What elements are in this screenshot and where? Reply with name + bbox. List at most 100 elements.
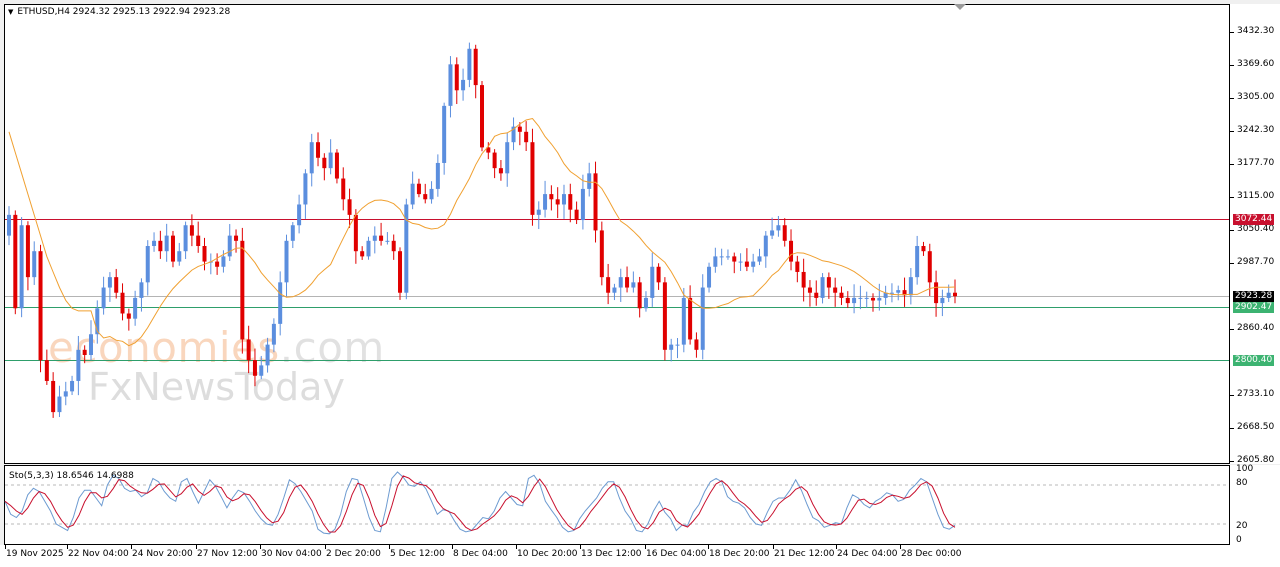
level-price-tag: 2902.47	[1233, 302, 1275, 313]
stochastic-axis-label: 0	[1236, 535, 1242, 545]
time-tick	[708, 545, 709, 549]
time-tick	[645, 545, 646, 549]
bull-candle	[227, 235, 232, 257]
price-label: 3242.30	[1237, 125, 1275, 135]
time-label: 21 Dec 12:00	[774, 549, 835, 559]
time-tick	[5, 545, 6, 549]
bear-candle	[416, 183, 421, 195]
bear-candle	[473, 48, 478, 86]
stochastic-d-line	[4, 475, 956, 533]
bull-candle	[57, 396, 62, 413]
time-label: 13 Dec 12:00	[581, 549, 642, 559]
bear-candle	[814, 292, 819, 298]
time-tick	[389, 545, 390, 549]
time-label: 24 Nov 20:00	[132, 549, 193, 559]
bear-candle	[637, 282, 642, 309]
bull-candle	[700, 287, 705, 350]
bull-candle	[631, 282, 636, 288]
bear-candle	[353, 214, 358, 252]
bull-candle	[366, 240, 371, 257]
time-tick	[452, 545, 453, 549]
bull-candle	[88, 334, 93, 356]
stochastic-axis-label: 100	[1236, 464, 1254, 474]
bear-candle	[114, 277, 119, 293]
bull-candle	[543, 194, 548, 210]
bull-candle	[328, 152, 333, 169]
bull-candle	[152, 240, 157, 247]
current-price-tag: 2923.28	[1233, 291, 1275, 302]
bull-candle	[19, 225, 24, 309]
time-tick	[900, 545, 901, 549]
bear-candle	[202, 246, 207, 262]
bear-candle	[574, 209, 579, 221]
bear-candle	[347, 199, 352, 215]
price-tick	[1230, 230, 1234, 231]
price-tick	[1230, 65, 1234, 66]
stochastic-k-line	[4, 471, 956, 535]
bear-candle	[240, 240, 245, 340]
bear-candle	[51, 380, 56, 413]
bear-candle	[252, 360, 257, 376]
bear-candle	[839, 292, 844, 298]
bull-candle	[751, 261, 756, 267]
price-tick	[1230, 395, 1234, 396]
bull-candle	[536, 209, 541, 215]
bear-candle	[170, 235, 175, 262]
price-label: 2860.40	[1237, 323, 1275, 333]
price-label: 3050.40	[1237, 224, 1275, 234]
bear-candle	[555, 199, 560, 205]
bear-candle	[454, 64, 459, 91]
bear-candle	[44, 360, 49, 381]
bull-candle	[265, 344, 270, 366]
bear-candle	[606, 277, 611, 293]
price-label: 2987.70	[1237, 257, 1275, 267]
bull-candle	[719, 256, 724, 258]
price-tick	[1230, 428, 1234, 429]
price-axis[interactable]	[1230, 4, 1280, 464]
bull-candle	[107, 277, 112, 288]
time-label: 5 Dec 12:00	[390, 549, 445, 559]
bear-candle	[807, 287, 812, 293]
bear-candle	[360, 251, 365, 257]
symbol-ohlc-text: ETHUSD,H4 2924.32 2925.13 2922.94 2923.2…	[17, 7, 231, 17]
time-tick	[67, 545, 68, 549]
bear-candle	[25, 225, 30, 278]
time-tick	[516, 545, 517, 549]
stochastic-axis-label: 20	[1236, 521, 1248, 531]
price-label: 2605.80	[1237, 455, 1275, 465]
bull-candle	[650, 266, 655, 298]
price-label: 3115.00	[1237, 191, 1275, 201]
bear-candle	[593, 173, 598, 231]
price-label: 2668.50	[1237, 422, 1275, 432]
bull-candle	[946, 292, 951, 298]
bull-candle	[76, 349, 81, 381]
price-chart-pane[interactable]	[4, 4, 1230, 464]
time-label: 30 Nov 04:00	[261, 549, 322, 559]
bear-candle	[13, 214, 18, 309]
bull-candle	[435, 162, 440, 189]
bear-candle	[789, 240, 794, 262]
bull-candle	[561, 194, 566, 205]
bear-candle	[379, 235, 384, 241]
price-tick	[1230, 461, 1234, 462]
bear-candle	[234, 235, 239, 241]
price-tick	[1230, 197, 1234, 198]
bear-candle	[498, 168, 503, 174]
level-price-tag: 3072.44	[1233, 214, 1275, 225]
chart-shift-marker-icon[interactable]	[954, 4, 966, 10]
bear-candle	[246, 339, 251, 361]
stochastic-pane[interactable]	[4, 465, 1230, 545]
bull-candle	[101, 287, 106, 309]
bull-candle	[442, 105, 447, 163]
bull-candle	[757, 256, 762, 262]
time-label: 28 Dec 00:00	[901, 549, 962, 559]
bull-candle	[429, 188, 434, 200]
price-tick	[1230, 263, 1234, 264]
time-axis[interactable]	[0, 545, 1280, 567]
bear-candle	[625, 277, 630, 288]
bull-candle	[612, 287, 617, 293]
bear-candle	[871, 297, 876, 301]
price-tick	[1230, 164, 1234, 165]
collapse-triangle-icon[interactable]: ▼	[8, 8, 14, 16]
